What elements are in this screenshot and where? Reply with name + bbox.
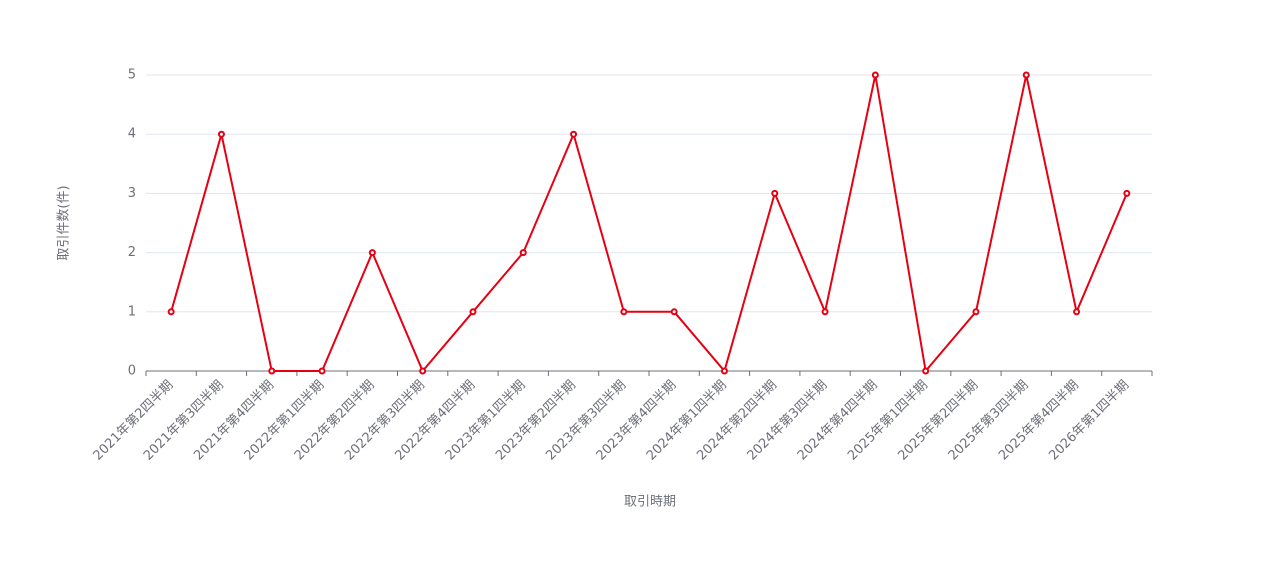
point	[268, 367, 276, 375]
point	[620, 308, 628, 316]
point	[167, 308, 175, 316]
point	[972, 308, 980, 316]
point	[519, 249, 527, 257]
point	[1123, 189, 1131, 197]
point	[469, 308, 477, 316]
x-axis-label: 取引時期	[624, 495, 676, 510]
point	[217, 130, 225, 138]
y-tick-label: 1	[128, 304, 136, 319]
y-tick-label: 5	[128, 68, 136, 83]
y-axis-label: 取引件数(件)	[57, 185, 72, 260]
line	[170, 74, 1128, 374]
point	[670, 308, 678, 316]
point	[720, 367, 728, 375]
y-tick-label: 2	[128, 245, 136, 260]
y-tick-label: 0	[128, 364, 136, 379]
point	[871, 71, 879, 79]
point	[419, 367, 427, 375]
point	[922, 367, 930, 375]
point	[570, 130, 578, 138]
point	[368, 249, 376, 257]
point	[1073, 308, 1081, 316]
point	[1022, 71, 1030, 79]
point	[318, 367, 326, 375]
point	[771, 189, 779, 197]
y-tick-label: 4	[128, 127, 136, 142]
y-tick-label: 3	[128, 186, 136, 201]
point	[821, 308, 829, 316]
